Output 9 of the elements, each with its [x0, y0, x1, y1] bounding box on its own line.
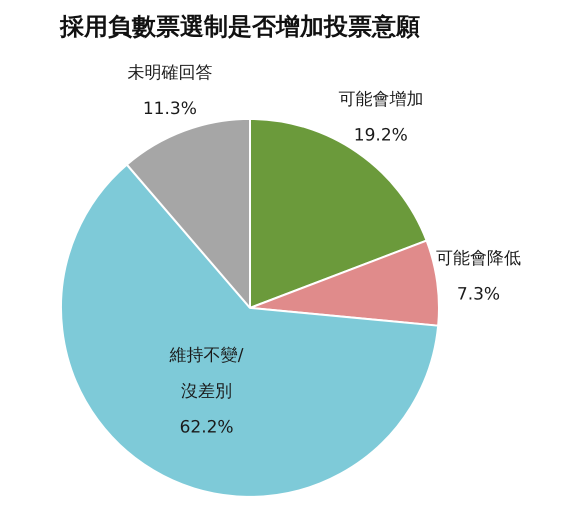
data-label: 62.2%	[180, 417, 234, 438]
slice-label: 未明確回答	[127, 63, 212, 84]
data-label: 19.2%	[354, 125, 408, 146]
slice-label: 維持不變/沒差別	[168, 345, 244, 402]
slice-label: 可能會降低	[436, 248, 521, 268]
data-label: 7.3%	[456, 284, 500, 304]
chart-title: 採用負數票選制是否增加投票意願	[59, 12, 420, 41]
data-label: 11.3%	[142, 99, 197, 120]
slice-label: 可能會增加	[338, 89, 424, 110]
